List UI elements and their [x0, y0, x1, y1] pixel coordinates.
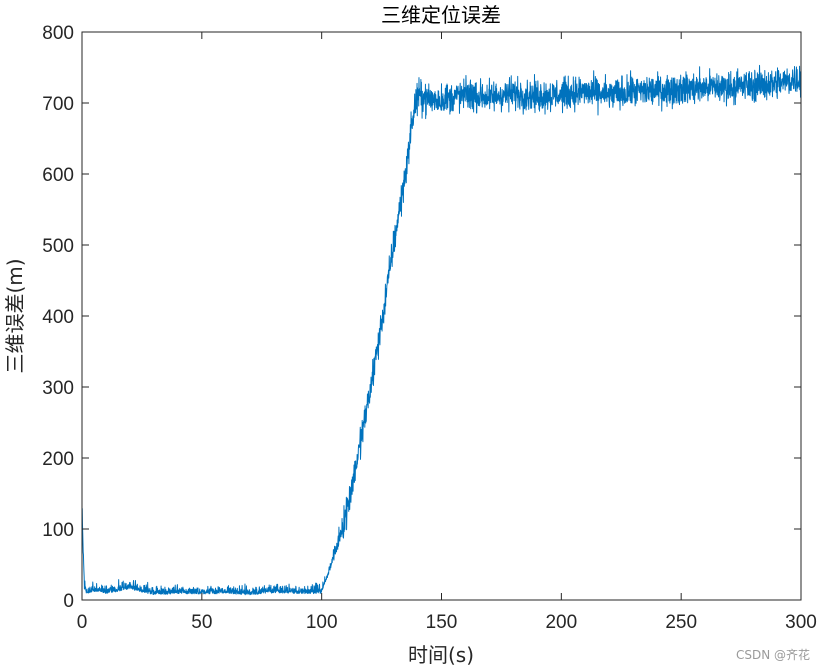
x-tick-label: 150 — [426, 612, 458, 633]
x-tick-label: 0 — [77, 612, 88, 633]
y-tick-label: 500 — [42, 236, 74, 257]
data-layer — [81, 64, 802, 596]
x-tick-label: 100 — [306, 612, 338, 633]
x-tick-label: 50 — [191, 612, 212, 633]
x-tick-label: 200 — [545, 612, 577, 633]
y-tick-label: 0 — [63, 591, 74, 612]
watermark: CSDN @齐花 — [735, 648, 810, 662]
y-tick-label: 300 — [42, 378, 74, 399]
x-tick-label: 300 — [785, 612, 817, 633]
x-axis-label: 时间(s) — [408, 643, 474, 667]
y-tick-label: 100 — [42, 520, 74, 541]
y-tick-label: 800 — [42, 23, 74, 44]
y-tick-label: 700 — [42, 94, 74, 115]
y-tick-label: 200 — [42, 449, 74, 470]
y-axis-label: 三维误差(m) — [3, 258, 27, 373]
y-tick-label: 600 — [42, 165, 74, 186]
y-tick-label: 400 — [42, 307, 74, 328]
series-line — [81, 64, 802, 596]
ticks-layer: 0 50 100 150 200 250 300 0 100 200 300 400 500 600 700… — [42, 23, 817, 633]
plot-area — [82, 32, 801, 600]
x-tick-label: 250 — [665, 612, 697, 633]
chart-title: 三维定位误差 — [381, 3, 501, 27]
